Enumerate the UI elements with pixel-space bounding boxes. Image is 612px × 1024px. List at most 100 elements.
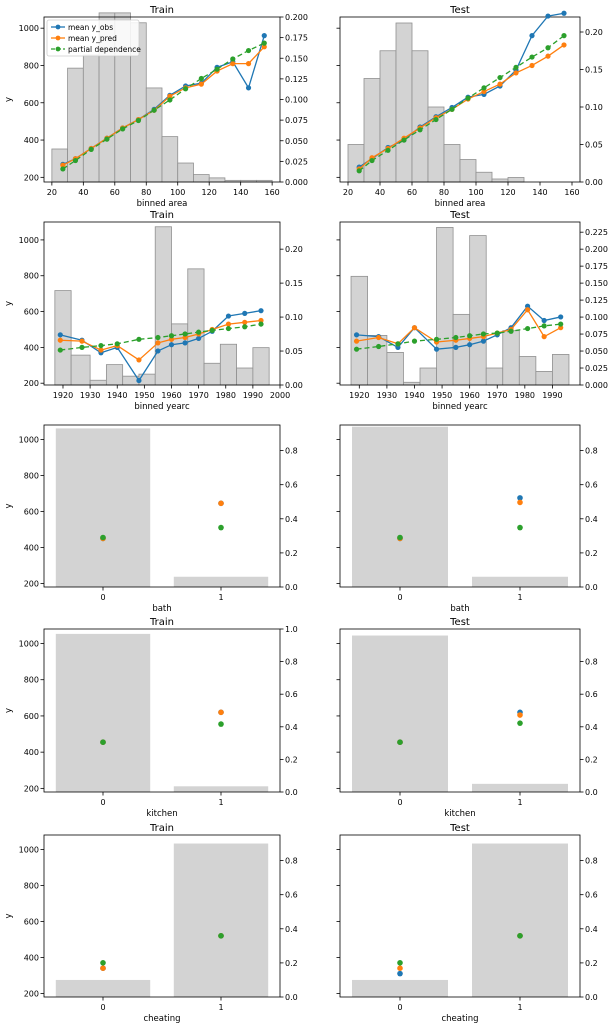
y-tick-label: 600 [24, 917, 39, 926]
y2-tick-label: 0.00 [285, 381, 303, 390]
y-axis-label: y [4, 913, 14, 918]
x-tick-label: 1920 [349, 391, 369, 400]
mean-y-pred-point [529, 62, 535, 69]
hist-bar [54, 290, 72, 386]
hist-bar [352, 979, 448, 997]
panel-10: 0 1 0.0 0.2 0.4 0.6 0.8 cheating Test [336, 823, 598, 1024]
y2-tick-label: 0.6 [285, 891, 298, 900]
x-tick-label: 20 [343, 188, 353, 197]
panel-title: Train [149, 617, 174, 628]
partial-dependence-point [230, 56, 236, 62]
partial-dependence-point [449, 106, 455, 112]
y2-tick-label: 0.4 [585, 925, 598, 934]
x-tick-label: 0 [100, 593, 105, 602]
plot-frame [339, 834, 581, 998]
y2-tick-label: 0.2 [285, 549, 298, 558]
partial-dependence-point [529, 54, 535, 60]
x-tick-label: 1960 [161, 391, 181, 400]
y-axis-label: y [4, 708, 14, 713]
hist-bar [491, 178, 509, 183]
x-tick-label: 20 [47, 188, 57, 197]
partial-dependence-point [401, 137, 407, 143]
partial-dependence-point [353, 346, 360, 352]
y2-tick-label: 0.200 [585, 245, 608, 254]
panel-title: Test [449, 823, 470, 834]
hist-bar [145, 87, 163, 183]
mean-y-pred-point [524, 307, 531, 313]
hist-bar [105, 364, 124, 386]
plot-frame [43, 424, 281, 588]
hist-bar [411, 50, 429, 183]
hist-bar [55, 633, 151, 792]
hist-bar [55, 428, 151, 587]
y2-tick-label: 0.05 [585, 141, 603, 150]
y2-tick-label: 0.000 [585, 381, 608, 390]
partial-dependence-point [395, 341, 401, 347]
mean-y-obs-point [353, 332, 360, 338]
partial-dependence-point [135, 117, 141, 124]
hist-bar [187, 268, 205, 386]
y2-tick-label: 0.6 [585, 891, 598, 900]
y2-tick-label: 0.05 [285, 347, 303, 356]
x-tick-label: 1940 [404, 391, 424, 400]
y2-tick-label: 0.15 [285, 279, 303, 288]
partial-dependence-point [168, 333, 175, 339]
partial-dependence-point [218, 721, 224, 727]
partial-dependence-point [480, 331, 487, 337]
mean-y-obs-point [545, 13, 551, 19]
partial-dependence-point [245, 47, 252, 54]
legend-label: mean y_obs [68, 23, 113, 32]
y2-tick-label: 0.4 [285, 723, 298, 732]
y2-tick-label: 0.225 [585, 228, 608, 237]
mean-y-obs-point [517, 495, 523, 501]
mean-y-pred-point [411, 325, 418, 331]
partial-dependence-point [397, 534, 403, 541]
mean-y-pred-point [218, 500, 224, 507]
partial-dependence-point [88, 146, 94, 152]
x-tick-label: 1 [517, 798, 522, 807]
y-tick-label: 1000 [19, 639, 39, 648]
x-tick-label: 1990 [243, 391, 263, 400]
partial-dependence-point [376, 343, 382, 350]
hist-bar [507, 177, 525, 183]
mean-y-pred-point [558, 325, 564, 331]
x-axis-label: kitchen [146, 809, 177, 819]
y-tick-label: 200 [24, 379, 39, 388]
hist-bar [352, 426, 448, 587]
panel-2: 20 40 60 80 100 120 140 160 0.00 0.05 0.10 0.15 0.20… [336, 5, 603, 209]
mean-y-obs-point [397, 970, 403, 977]
hist-bar [403, 381, 421, 386]
y2-tick-label: 0.025 [285, 157, 308, 166]
hist-bar [386, 351, 404, 386]
x-tick-label: 1930 [377, 391, 397, 400]
y2-tick-label: 0.20 [285, 245, 303, 254]
y2-tick-label: 0.8 [285, 658, 298, 667]
y-tick-label: 400 [24, 136, 39, 145]
panel-title: Train [149, 5, 174, 16]
mean-y-pred-point [517, 712, 523, 718]
x-tick-label: 1 [218, 1003, 223, 1012]
x-tick-label: 100 [170, 188, 185, 197]
hist-bar [472, 576, 568, 587]
y2-tick-label: 0.025 [585, 364, 608, 373]
hist-bar [472, 783, 568, 792]
mean-y-obs-point [182, 340, 188, 346]
partial-dependence-point [417, 127, 423, 133]
y2-tick-label: 0.4 [585, 515, 598, 524]
hist-bar [535, 371, 553, 386]
x-tick-label: 80 [439, 188, 449, 197]
y2-tick-label: 0.10 [285, 313, 303, 322]
x-tick-label: 0 [397, 1003, 402, 1012]
x-axis-label: binned area [435, 199, 486, 209]
y2-tick-label: 0.0 [285, 788, 298, 797]
hist-bar [219, 343, 237, 386]
partial-dependence-point [183, 86, 189, 92]
panel-title: Test [449, 210, 470, 221]
x-tick-label: 1970 [487, 391, 507, 400]
y2-tick-label: 0.0 [285, 993, 298, 1002]
y-tick-label: 1000 [19, 236, 39, 245]
hist-bar [485, 367, 504, 386]
y2-tick-label: 0.15 [585, 66, 603, 75]
y-tick-label: 600 [24, 507, 39, 516]
hist-bar [173, 843, 269, 997]
